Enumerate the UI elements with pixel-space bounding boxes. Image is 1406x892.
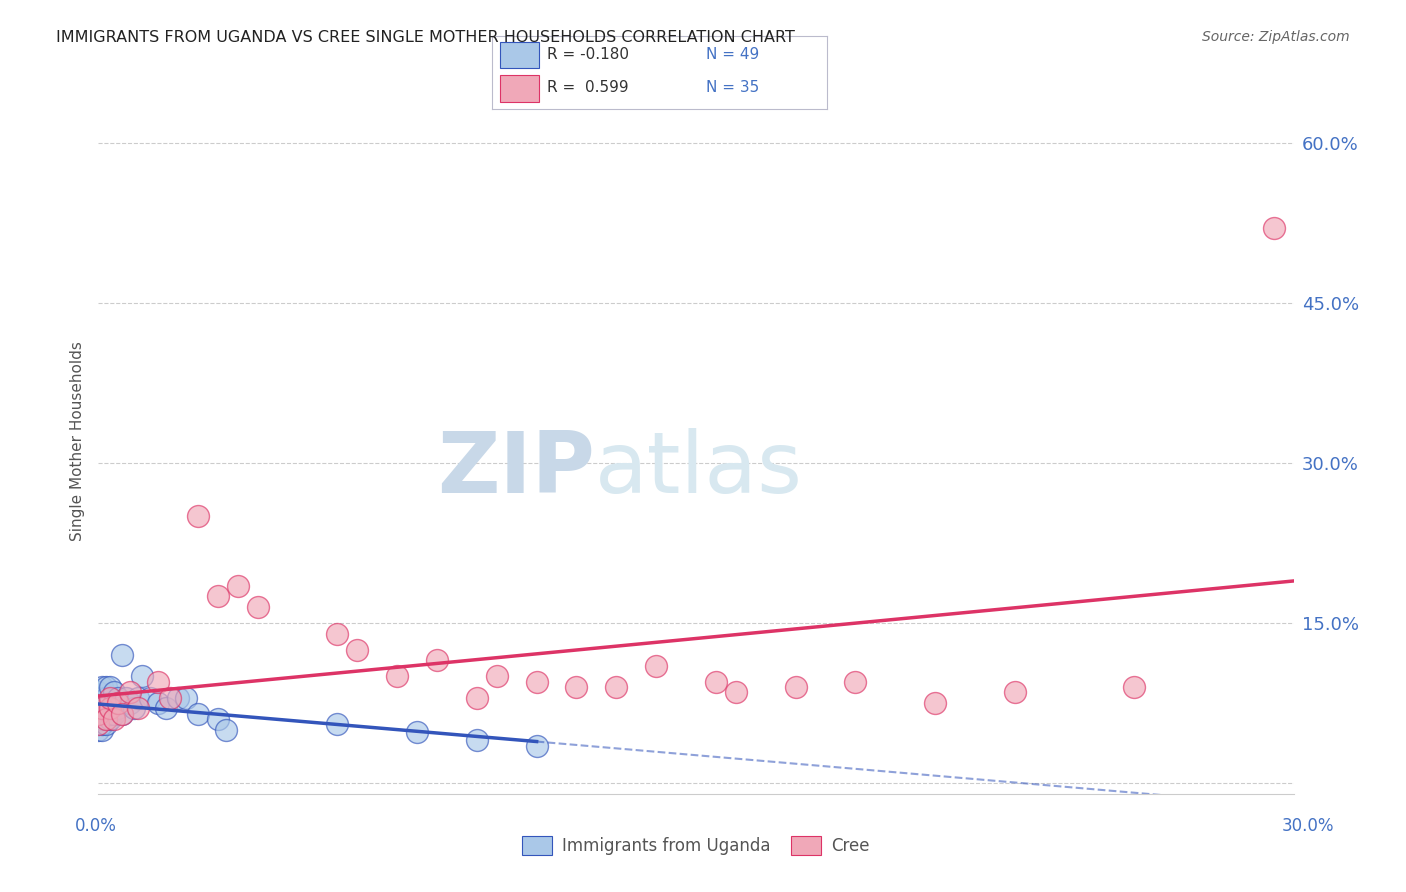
Point — [127, 690, 149, 705]
Point — [124, 701, 146, 715]
Text: 30.0%: 30.0% — [1281, 817, 1334, 835]
Point — [645, 658, 668, 673]
Point — [87, 701, 110, 715]
Point — [139, 690, 162, 705]
Text: R = -0.180: R = -0.180 — [547, 47, 630, 62]
Y-axis label: Single Mother Households: Single Mother Households — [70, 342, 86, 541]
Point — [98, 680, 122, 694]
Point — [91, 690, 114, 705]
Point — [103, 706, 125, 721]
Point — [131, 669, 153, 683]
Point — [326, 626, 349, 640]
Point — [111, 706, 134, 721]
Point — [96, 717, 118, 731]
Point — [98, 701, 122, 715]
Point — [326, 717, 349, 731]
Point — [87, 706, 110, 721]
Point — [111, 706, 134, 721]
Point — [526, 674, 548, 689]
Point — [246, 600, 269, 615]
Bar — [501, 42, 538, 68]
Point — [98, 690, 122, 705]
Text: Source: ZipAtlas.com: Source: ZipAtlas.com — [1202, 30, 1350, 45]
Point — [724, 685, 747, 699]
Point — [120, 696, 142, 710]
Point — [98, 712, 122, 726]
Point — [91, 717, 114, 731]
Point — [87, 685, 110, 699]
Point — [1004, 685, 1026, 699]
Point — [187, 706, 209, 721]
Point — [91, 680, 114, 694]
Point — [96, 712, 118, 726]
Point — [91, 723, 114, 737]
Bar — [501, 75, 538, 102]
Point — [120, 685, 142, 699]
Point — [91, 701, 114, 715]
Text: atlas: atlas — [595, 428, 803, 511]
Point — [704, 674, 727, 689]
Point — [426, 653, 449, 667]
Point — [103, 685, 125, 699]
Point — [107, 690, 129, 705]
Text: ZIP: ZIP — [437, 428, 595, 511]
Point — [96, 696, 118, 710]
Point — [96, 712, 118, 726]
Point — [844, 674, 866, 689]
Point — [465, 690, 488, 705]
Text: N = 49: N = 49 — [706, 47, 759, 62]
Legend: Immigrants from Uganda, Cree: Immigrants from Uganda, Cree — [516, 829, 876, 862]
Point — [605, 680, 627, 694]
Point — [103, 712, 125, 726]
Point — [111, 648, 134, 662]
Point — [207, 712, 229, 726]
Point — [1263, 221, 1285, 235]
Point — [96, 690, 118, 705]
Point — [87, 690, 110, 705]
Point — [91, 701, 114, 715]
Point — [115, 690, 138, 705]
Point — [215, 723, 238, 737]
Text: R =  0.599: R = 0.599 — [547, 80, 628, 95]
Point — [167, 690, 190, 705]
Point — [187, 509, 209, 524]
Point — [226, 579, 249, 593]
Point — [107, 701, 129, 715]
Text: IMMIGRANTS FROM UGANDA VS CREE SINGLE MOTHER HOUSEHOLDS CORRELATION CHART: IMMIGRANTS FROM UGANDA VS CREE SINGLE MO… — [56, 30, 796, 45]
Point — [207, 590, 229, 604]
Point — [1123, 680, 1146, 694]
Point — [785, 680, 807, 694]
Point — [148, 674, 170, 689]
Point — [87, 706, 110, 721]
Text: N = 35: N = 35 — [706, 80, 759, 95]
Point — [127, 701, 149, 715]
Point — [174, 690, 197, 705]
Point — [465, 733, 488, 747]
Point — [107, 696, 129, 710]
Point — [924, 696, 946, 710]
Point — [385, 669, 409, 683]
Point — [98, 696, 122, 710]
Point — [155, 701, 177, 715]
Point — [565, 680, 588, 694]
Point — [91, 706, 114, 721]
Point — [87, 717, 110, 731]
Text: 0.0%: 0.0% — [75, 817, 117, 835]
Point — [87, 712, 110, 726]
Point — [526, 739, 548, 753]
Point — [98, 706, 122, 721]
Point — [87, 717, 110, 731]
Point — [87, 723, 110, 737]
Point — [96, 680, 118, 694]
Point — [485, 669, 508, 683]
Point — [91, 712, 114, 726]
Point — [159, 690, 181, 705]
Point — [346, 642, 368, 657]
Point — [103, 696, 125, 710]
Point — [148, 696, 170, 710]
Point — [406, 725, 429, 739]
Point — [96, 701, 118, 715]
Point — [87, 696, 110, 710]
